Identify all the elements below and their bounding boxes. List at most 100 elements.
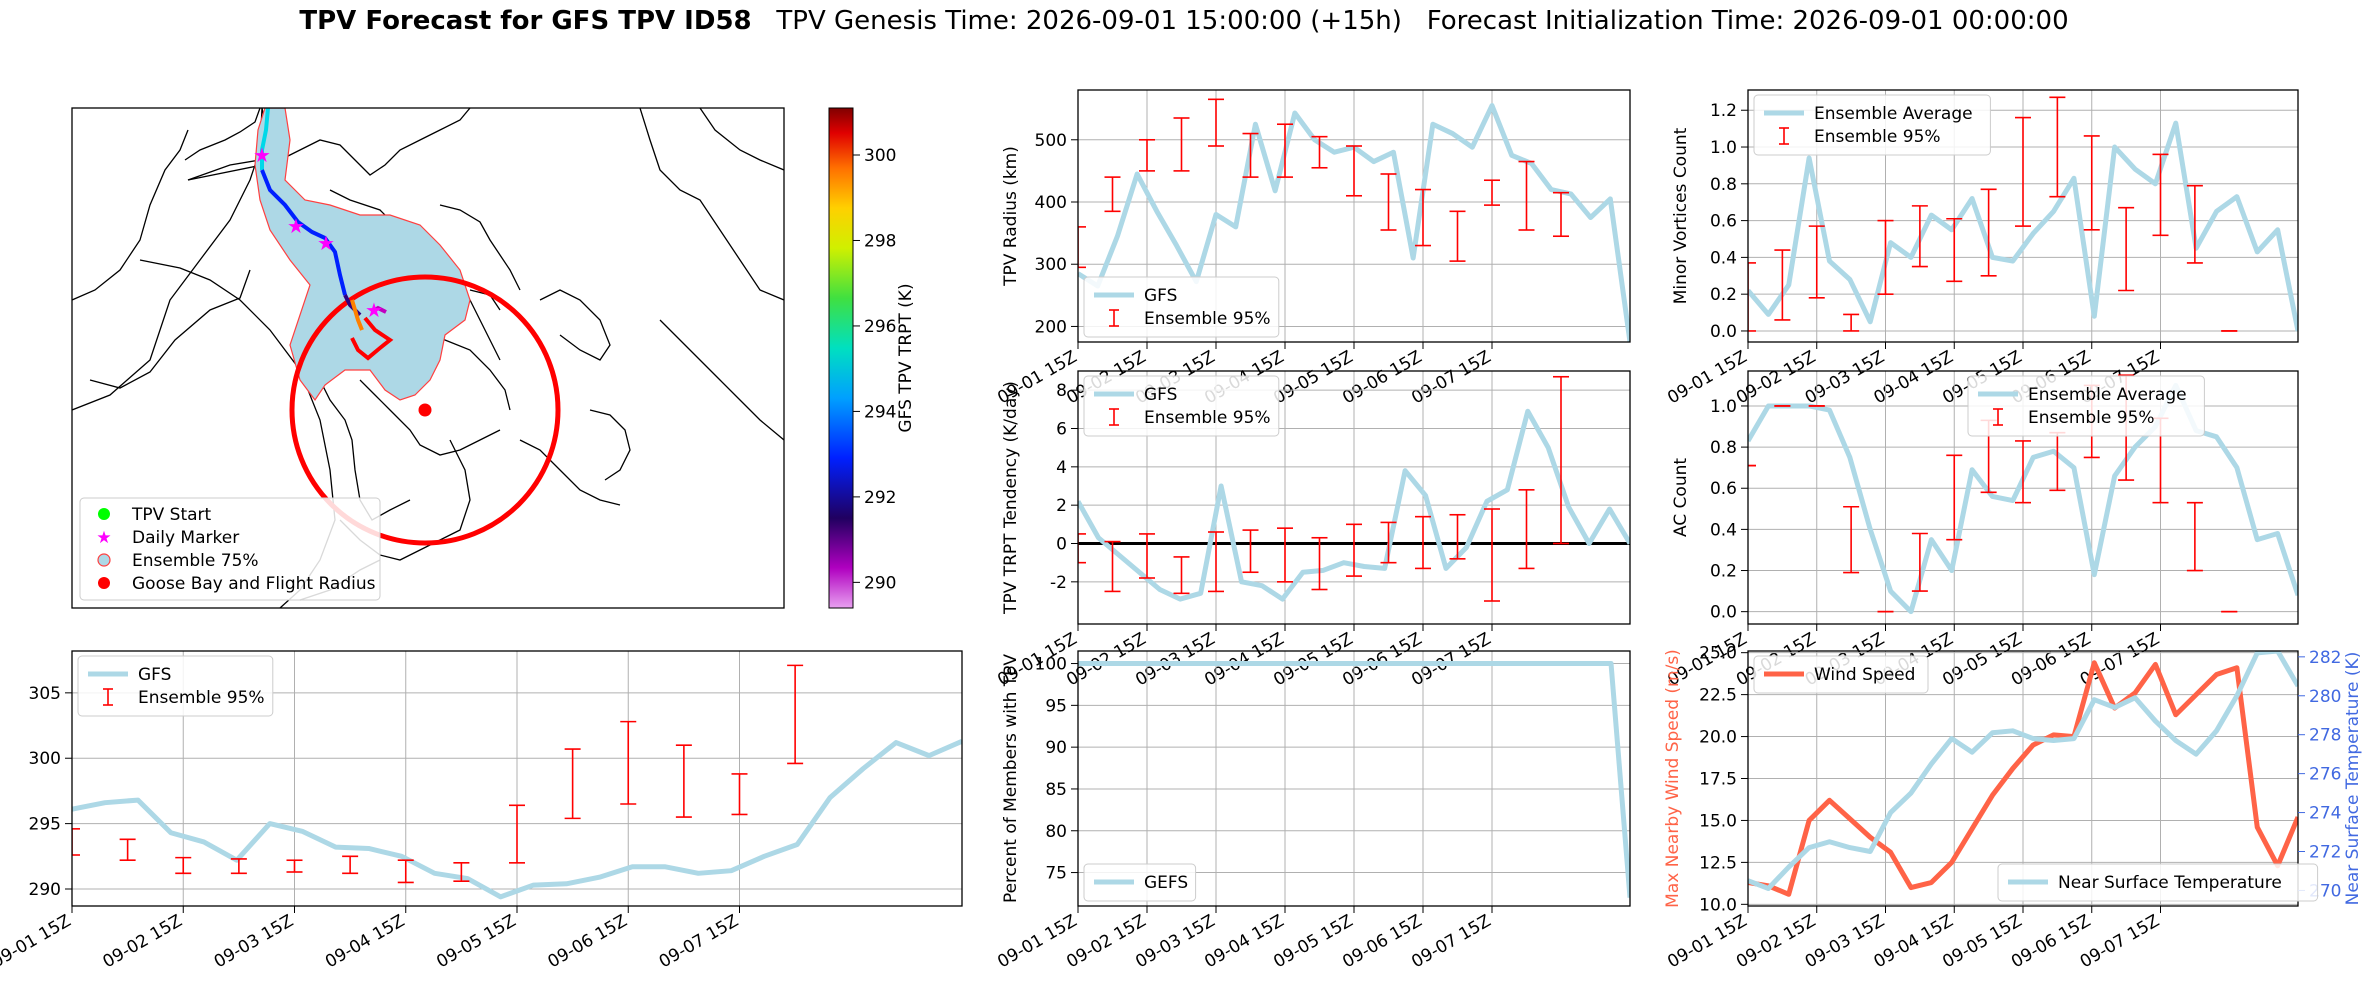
colorbar-gradient (828, 107, 854, 609)
legend: GFS Ensemble 95% (77, 655, 274, 717)
y2-tick-label: 282 (2309, 648, 2341, 668)
colorbar-tick-label: 292 (864, 488, 896, 508)
daily-marker: ★ (365, 298, 383, 322)
errorbar (2083, 135, 2100, 231)
legend: GFS Ensemble 95% (1083, 375, 1280, 437)
legend-box (1997, 863, 2319, 902)
errorbar (1078, 226, 1086, 269)
y-tick-label: 2 (1056, 496, 1067, 516)
errorbar (2152, 153, 2169, 237)
y-tick-label: 0.4 (1710, 520, 1737, 540)
errorbar (1277, 527, 1293, 583)
colorbar-label: GFS TPV TRPT (K) (896, 283, 916, 432)
x-tick-label: 09-07 15Z (656, 911, 742, 972)
legend-goose-bay-marker (98, 577, 110, 589)
legend-label: Ensemble 95% (2028, 408, 2155, 428)
x-tick-label: 09-07 15Z (1408, 347, 1494, 408)
y-tick-label: 6 (1056, 420, 1067, 440)
errorbar (1346, 145, 1362, 197)
y-tick-label: 75 (1045, 864, 1067, 884)
errorbar (1808, 225, 1825, 299)
y-tick-label: 15.0 (1699, 811, 1737, 831)
series-line-ensemble-average (1748, 120, 2298, 332)
y-tick-label: 1.0 (1710, 397, 1737, 417)
errorbar (1946, 454, 1963, 541)
legend-label: Ensemble 95% (138, 688, 265, 708)
errorbar (1484, 179, 1500, 206)
y-tick-label: 1.0 (1710, 138, 1737, 158)
colorbar-tick-label: 300 (864, 146, 896, 166)
legend-box (1083, 863, 1197, 902)
errorbar (1139, 138, 1155, 172)
title-bold: TPV Forecast for GFS TPV ID58 (299, 6, 752, 36)
colorbar-ticks: 290 292 294 296 298 300 (853, 146, 896, 593)
y-tick-label: -2 (1050, 573, 1067, 593)
y-tick-label: 90 (1045, 738, 1067, 758)
legend-label: Ensemble 95% (1144, 309, 1271, 329)
colorbar-tick-label: 296 (864, 317, 896, 337)
errorbar (1078, 533, 1086, 564)
y-axis-label: Percent of Members with TPV (1001, 654, 1021, 903)
plot-area-tendency (1078, 375, 1630, 602)
errorbar (1311, 135, 1328, 169)
legend-daily-marker: Daily Marker (132, 528, 239, 548)
y-tick-label: 100 (1035, 655, 1067, 675)
x-tick-label: 09-01 15Z (0, 911, 75, 972)
legend-ensemble75-marker (97, 553, 111, 567)
y-tick-label: 0.8 (1710, 175, 1737, 195)
plot-area-radius (1078, 98, 1630, 342)
y-tick-label: 305 (29, 684, 61, 704)
map-frame (71, 107, 785, 609)
errorbar (1242, 529, 1259, 574)
y-tick-label: 0.0 (1710, 603, 1737, 623)
errorbar (1104, 176, 1121, 213)
series-line-wind-speed (1748, 660, 2298, 897)
legend-label: Wind Speed (1814, 665, 1915, 685)
errorbar (2186, 184, 2203, 264)
axes-frame (1747, 370, 2299, 625)
legend-goose-bay: Goose Bay and Flight Radius (132, 574, 376, 594)
x-tick-label: 09-03 15Z (211, 911, 297, 972)
ensemble-75-area (254, 108, 471, 402)
legend: Ensemble Average Ensemble 95% (1753, 94, 1991, 156)
colorbar-tick-label: 294 (864, 402, 896, 422)
errorbar (1843, 313, 1860, 332)
axes-frame (1747, 89, 2299, 343)
series-line-near-surface-temperature (1748, 651, 2298, 891)
x-tick-label: 09-04 15Z (322, 911, 408, 972)
axes-frame (1747, 650, 2299, 907)
y-tick-label: 300 (1035, 255, 1067, 275)
legend-tpv-start: TPV Start (131, 505, 212, 525)
errorbar (1173, 556, 1190, 595)
errorbar (1380, 521, 1397, 564)
errorbar (1208, 98, 1224, 147)
y-tick-label: 22.5 (1699, 686, 1737, 706)
errorbar (1980, 188, 1997, 277)
x-tick-label: 09-06 15Z (544, 911, 630, 972)
errorbar (2049, 96, 2066, 198)
legend-label: Ensemble 95% (1814, 127, 1941, 147)
y-tick-label: 500 (1035, 131, 1067, 151)
legend-label: Ensemble 95% (1144, 408, 1271, 428)
y-tick-label: 80 (1045, 822, 1067, 842)
errorbar (342, 855, 359, 875)
figure-title: TPV Forecast for GFS TPV ID58 TPV Genesi… (0, 6, 2368, 36)
y2-tick-label: 280 (2309, 687, 2341, 707)
x-tick-label: 09-07 15Z (2077, 911, 2163, 972)
daily-marker: ★ (317, 231, 335, 255)
tpv-track-blue (260, 169, 347, 296)
errorbar (1277, 123, 1293, 178)
y-tick-label: 95 (1045, 696, 1067, 716)
legend-daily-marker-icon: ★ (96, 528, 111, 548)
map-legend: TPV Start ★ Daily Marker Ensemble 75% Go… (79, 497, 381, 601)
errorbar (1173, 117, 1190, 172)
map-panel: ★ ★ ★ ★ TPV Start ★ Daily Marker Ensembl… (71, 107, 916, 609)
y-tick-label: 0 (1056, 535, 1067, 555)
y-tick-label: 0.4 (1710, 248, 1737, 268)
errorbar (1346, 523, 1362, 577)
colorbar-tick-label: 298 (864, 231, 896, 251)
legend-label: Ensemble Average (2028, 385, 2187, 405)
